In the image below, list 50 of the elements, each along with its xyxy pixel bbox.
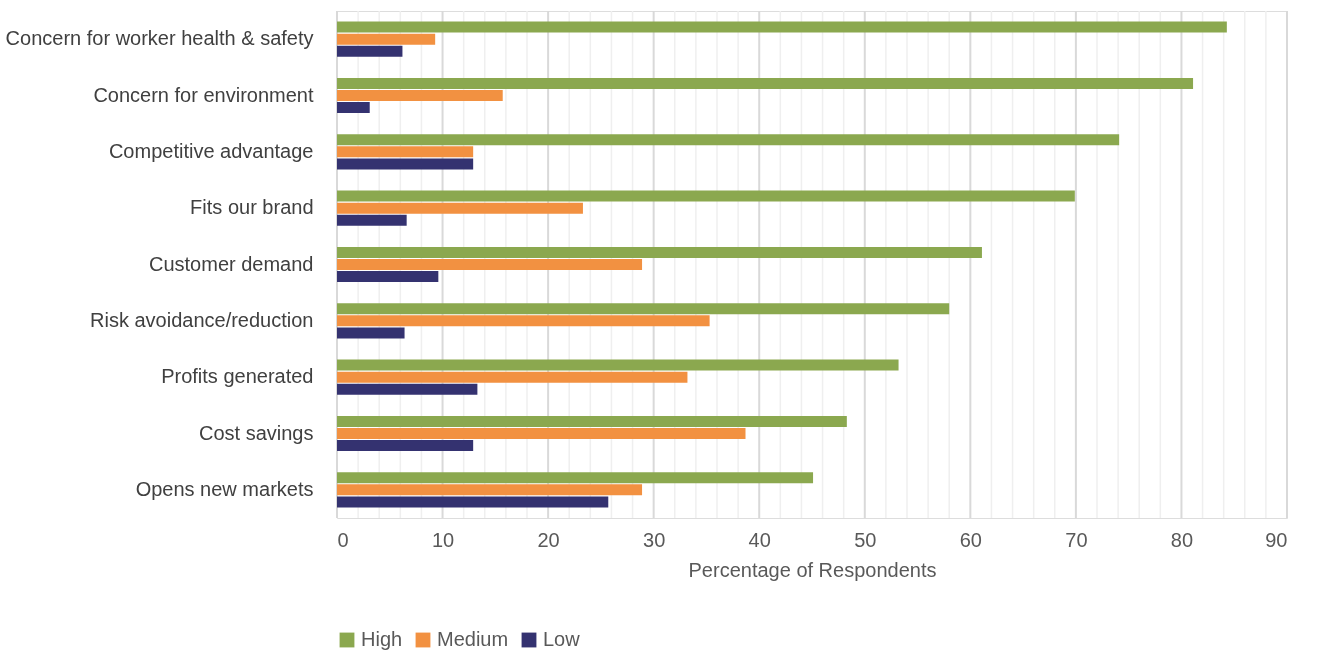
legend-label: High bbox=[361, 628, 403, 650]
bar bbox=[337, 259, 643, 270]
x-axis-title: Percentage of Respondents bbox=[688, 558, 937, 581]
bar bbox=[337, 45, 403, 57]
x-tick-label: 10 bbox=[431, 528, 455, 551]
bar bbox=[337, 271, 439, 283]
y-tick-label: Competitive advantage bbox=[108, 139, 314, 162]
bar bbox=[337, 315, 710, 327]
x-tick-label: 70 bbox=[1065, 528, 1088, 551]
x-tick-label: 30 bbox=[643, 528, 666, 551]
x-tick-label: 40 bbox=[748, 528, 771, 551]
x-tick-label: 80 bbox=[1170, 528, 1194, 551]
x-tick-label: 60 bbox=[959, 528, 982, 551]
bar bbox=[337, 214, 407, 226]
legend-label: Medium bbox=[437, 628, 509, 650]
y-tick-label: Customer demand bbox=[148, 252, 314, 275]
y-tick-label: Opens new markets bbox=[135, 477, 314, 500]
bar bbox=[337, 440, 474, 452]
y-tick-label: Fits our brand bbox=[190, 196, 314, 219]
bar bbox=[337, 102, 370, 114]
bar bbox=[337, 472, 814, 484]
x-tick-label: 0 bbox=[337, 528, 349, 551]
x-tick-label: 50 bbox=[854, 528, 877, 551]
y-tick-label: Cost savings bbox=[199, 421, 314, 444]
y-tick-label: Risk avoidance/reduction bbox=[90, 308, 314, 331]
bar bbox=[337, 359, 899, 371]
bar bbox=[337, 415, 847, 427]
bar bbox=[337, 496, 609, 508]
bar bbox=[337, 146, 474, 158]
bar bbox=[337, 428, 746, 439]
x-tick-label: 20 bbox=[537, 528, 560, 551]
bar bbox=[337, 202, 583, 214]
bar bbox=[337, 21, 1227, 33]
legend-label: Low bbox=[543, 628, 581, 650]
bar bbox=[337, 134, 1120, 146]
bar bbox=[337, 77, 1194, 89]
bar bbox=[337, 484, 643, 496]
bar bbox=[337, 190, 1075, 202]
y-tick-label: Concern for worker health & safety bbox=[5, 27, 314, 50]
bar bbox=[337, 33, 436, 45]
bar bbox=[337, 371, 688, 383]
y-tick-label: Profits generated bbox=[161, 365, 314, 388]
bar bbox=[337, 303, 950, 315]
bar bbox=[337, 327, 405, 339]
x-tick-label: 90 bbox=[1265, 528, 1288, 551]
bar bbox=[337, 90, 503, 101]
bar bbox=[337, 158, 474, 170]
bar bbox=[337, 246, 982, 258]
bar bbox=[337, 383, 478, 395]
y-tick-label: Concern for environment bbox=[93, 83, 314, 106]
